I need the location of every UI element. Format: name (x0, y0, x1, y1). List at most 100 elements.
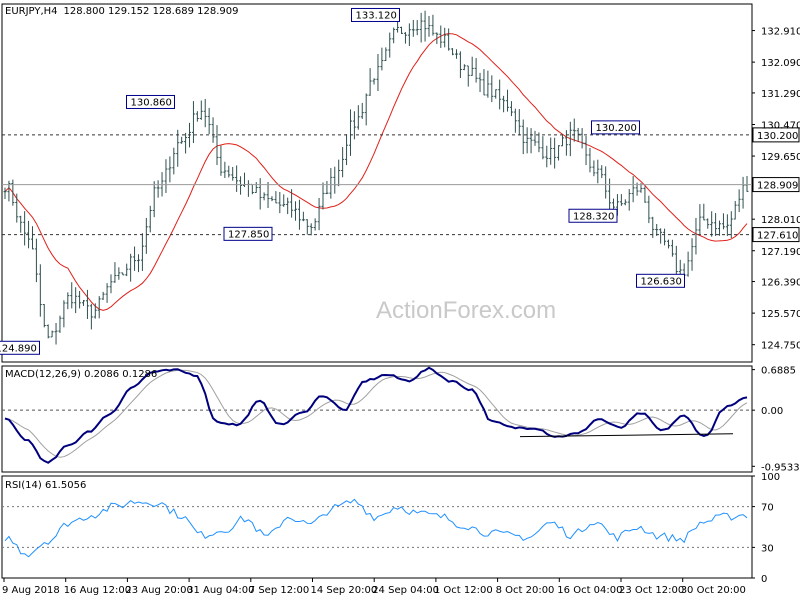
watermark: ActionForex.com (376, 297, 556, 324)
macd-panel: 0.6885 0.00 -0.9533 (2, 366, 800, 473)
price-bar (733, 201, 737, 220)
price-bar (348, 109, 352, 156)
price-bar (11, 179, 15, 206)
price-bar (239, 176, 243, 195)
price-bar (423, 10, 427, 42)
price-bar (647, 195, 651, 224)
ma-line (4, 33, 748, 311)
annotation-label: 130.860 (131, 97, 172, 108)
price-bar (109, 274, 113, 294)
price-bar (623, 199, 627, 206)
price-bar (207, 107, 211, 135)
price-bar (168, 156, 172, 183)
price-bar (133, 246, 137, 271)
price-bar (490, 75, 494, 103)
price-bar (105, 283, 109, 303)
price-bar (474, 58, 478, 83)
price-bar (686, 251, 690, 277)
price-bar (266, 181, 270, 208)
price-annotations: 124.890 130.860 127.850 133.120 130.200 128.3… (0, 7, 685, 355)
rsi-title: RSI(14) 61.5056 (5, 480, 86, 491)
price-bar (46, 324, 50, 339)
price-bar (604, 166, 608, 199)
price-bar (494, 89, 498, 99)
price-bar (584, 135, 588, 166)
price-bar (235, 165, 239, 192)
price-bar (246, 180, 250, 197)
rsi-tick-label: 70 (761, 503, 774, 514)
price-bar (282, 194, 286, 207)
price-bar (706, 218, 710, 229)
price-bar (219, 145, 223, 176)
price-bar (478, 72, 482, 93)
price-bar (211, 117, 215, 143)
price-bar (341, 147, 345, 178)
price-bar (356, 105, 360, 130)
price-bar (451, 48, 455, 56)
price-bar (305, 219, 309, 235)
price-bar (250, 183, 254, 195)
level-tag-box (752, 227, 800, 243)
price-bar (454, 49, 458, 59)
price-bar (486, 70, 490, 98)
price-bar (517, 109, 521, 136)
price-bar (199, 100, 203, 120)
price-bar (427, 16, 431, 37)
price-bar (19, 215, 23, 233)
price-bar (560, 135, 564, 147)
price-bar (215, 125, 219, 166)
price-bar (376, 53, 380, 92)
price-bar (525, 127, 529, 154)
price-bar (666, 239, 670, 249)
panel-frames (1, 3, 753, 579)
price-bar (270, 196, 274, 202)
panel-frame-2 (1, 475, 753, 579)
price-tick-label: 132.910 (761, 27, 800, 38)
level-tag: 130.200 (757, 131, 798, 142)
price-bar (93, 303, 97, 319)
price-bar (596, 159, 600, 184)
price-bar (411, 19, 415, 37)
price-bar (698, 204, 702, 234)
price-bar (447, 28, 451, 51)
price-bar (674, 245, 678, 280)
current-price-label: 128.909 (757, 181, 798, 192)
price-bar (458, 51, 462, 79)
macd-trendline (519, 433, 734, 438)
axis-labels: 132.910 132.090 131.290 130.470 129.650 128.0… (2, 27, 800, 596)
annotation-box (568, 208, 618, 223)
price-bar (462, 64, 466, 71)
rsi-panel: 100 70 30 0 (2, 472, 780, 585)
price-bar (337, 159, 341, 187)
price-bar (15, 193, 19, 223)
panel-frame-1 (1, 365, 753, 473)
price-bar (588, 147, 592, 173)
price-bar (286, 197, 290, 215)
panel-frame-0 (1, 3, 753, 363)
price-bar (392, 27, 396, 44)
price-bar (23, 211, 27, 246)
price-bar (231, 166, 235, 181)
moving-average-line (4, 33, 748, 311)
price-bar (545, 145, 549, 168)
price-bar (380, 47, 384, 71)
rsi-tick-label: 100 (761, 472, 780, 483)
time-tick-label: 31 Aug 04:00 (187, 585, 254, 596)
price-bar (329, 168, 333, 199)
price-bar (694, 217, 698, 255)
price-bar (66, 292, 70, 310)
price-bar (663, 228, 667, 246)
price-bar (364, 93, 368, 126)
annotation-box (591, 120, 640, 135)
price-bar (290, 189, 294, 218)
ohlc-values: 128.800 129.152 128.689 128.909 (64, 6, 239, 17)
price-bar (164, 159, 168, 193)
price-bar (58, 315, 62, 333)
price-bar (101, 291, 105, 300)
price-bar (600, 165, 604, 179)
price-bar (718, 220, 722, 236)
horizontal-levels: 130.200 127.610 128.909 (2, 127, 800, 243)
time-tick-label: 16 Oct 04:00 (557, 585, 622, 596)
price-bar (113, 262, 117, 283)
